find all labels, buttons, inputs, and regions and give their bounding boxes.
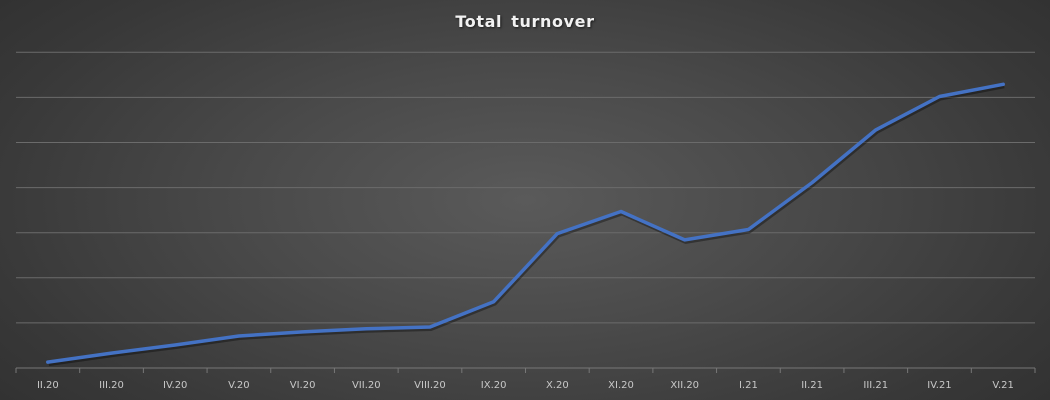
x-tick-label: XII.20 (670, 380, 699, 391)
gridlines (16, 51, 1035, 324)
x-tick-label: IV.20 (163, 380, 187, 391)
x-axis: II.20 III.20 IV.20 V.20 VI.20 VII.20 VIII.20 IX… (15, 367, 1036, 391)
x-tick-label: III.20 (99, 380, 124, 391)
x-tick-label: XI.20 (608, 380, 634, 391)
x-tick-label: VIII.20 (414, 380, 446, 391)
x-tick-label: IX.20 (481, 380, 507, 391)
x-tick-label: X.20 (546, 380, 569, 391)
x-tick-label: III.21 (863, 380, 888, 391)
x-tick-label: VII.20 (352, 380, 381, 391)
data-series (46, 82, 1005, 367)
x-tick-label: I.21 (739, 380, 758, 391)
line-shadow (48, 84, 1005, 367)
turnover-line (46, 82, 1005, 364)
x-tick-label: II.21 (801, 380, 823, 391)
x-tick-label: V.20 (228, 380, 249, 391)
x-tick-label: VI.20 (290, 380, 316, 391)
x-tick-label: V.21 (992, 380, 1013, 391)
x-tick-label: IV.21 (927, 380, 951, 391)
chart-title: Total turnover (455, 12, 595, 31)
x-tick-label: II.20 (37, 380, 59, 391)
